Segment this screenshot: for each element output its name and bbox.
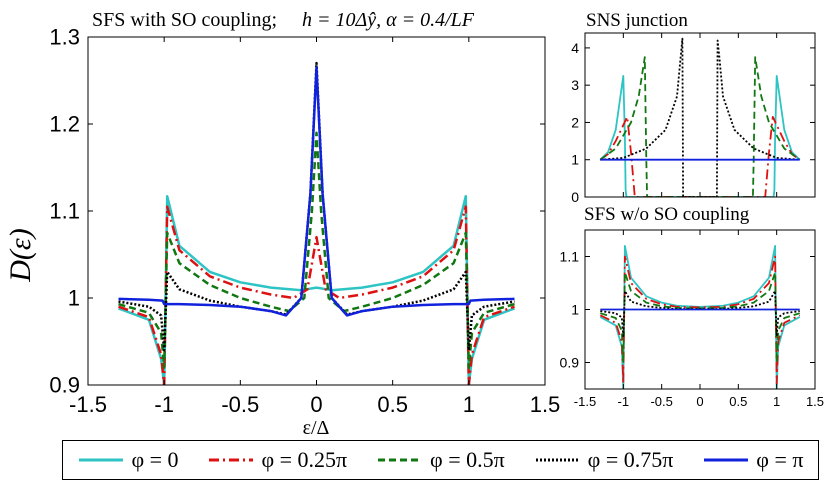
- series-line-2: [600, 271, 800, 364]
- legend-item-2: φ = 0.5π: [376, 447, 505, 473]
- ytick-label: 1.1: [560, 248, 580, 264]
- series-line-1: [599, 116, 801, 197]
- legend-swatch: [704, 458, 749, 462]
- ytick-label: 1.2: [49, 112, 80, 137]
- ytick-label: 0.9: [49, 373, 80, 398]
- xtick-label: -1.5: [69, 392, 107, 417]
- main-title-formula: h = 10Δŷ, α = 0.4/LF: [302, 9, 475, 31]
- series-group: [599, 37, 801, 197]
- xtick-label: 1: [773, 394, 780, 409]
- xtick-label: 1.5: [530, 392, 561, 417]
- legend-item-3: φ = 0.75π: [534, 447, 674, 473]
- legend-swatch: [535, 458, 580, 462]
- xtick-label: -1: [154, 392, 174, 417]
- legend-swatch: [378, 458, 423, 462]
- series-line-2: [599, 56, 801, 197]
- ytick-label: 1: [68, 286, 80, 311]
- xtick-label: -0.5: [221, 392, 259, 417]
- ytick-label: 1.3: [49, 25, 80, 50]
- xtick-label: 1: [463, 392, 475, 417]
- xtick-label: 0.5: [729, 394, 747, 409]
- series-line-3: [600, 37, 800, 197]
- series-group: [118, 61, 515, 385]
- main-title: SFS with SO coupling;: [92, 9, 277, 31]
- legend-item-4: φ = π: [702, 447, 803, 473]
- legend-label: φ = π: [756, 447, 804, 472]
- series-line-3: [600, 290, 800, 337]
- xtick-label: 0: [310, 392, 322, 417]
- legend: φ = 0 φ = 0.25π φ = 0.5π φ = 0.75π φ = π: [62, 440, 819, 480]
- plot-frame: [584, 32, 816, 198]
- legend-label: φ = 0: [131, 447, 179, 472]
- xtick-label: -0.5: [650, 394, 672, 409]
- series-line-2: [118, 131, 515, 369]
- xtick-label: 0: [696, 394, 703, 409]
- sns-panel: SNS junction 0 1 2 3 4: [571, 10, 816, 205]
- series-line-0: [599, 75, 801, 197]
- main-ylabel: D(ε): [4, 228, 37, 282]
- main-xlabel: ε/Δ: [303, 417, 330, 439]
- main-panel: SFS with SO coupling; h = 10Δŷ, α = 0.4/…: [4, 9, 560, 439]
- ytick-label: 3: [571, 77, 579, 93]
- legend-item-0: φ = 0: [77, 447, 179, 473]
- ytick-label: 1: [571, 301, 579, 317]
- sfs-noso-title: SFS w/o SO coupling: [584, 204, 750, 225]
- ytick-label: 4: [571, 40, 579, 56]
- series-line-3: [118, 61, 515, 352]
- legend-swatch: [79, 458, 124, 462]
- xtick-label: -1.5: [574, 394, 596, 409]
- ytick-label: 1.1: [49, 199, 80, 224]
- sns-title: SNS junction: [586, 10, 688, 31]
- ytick-label: 0: [571, 189, 579, 205]
- legend-label: φ = 0.75π: [587, 447, 674, 472]
- xtick-label: 1.5: [806, 394, 824, 409]
- legend-swatch: [209, 458, 254, 462]
- series-line-4: [118, 66, 515, 317]
- legend-label: φ = 0.25π: [261, 447, 348, 472]
- series-line-0: [599, 245, 801, 389]
- ytick-label: 1: [571, 152, 579, 168]
- ytick-label: 0.9: [560, 354, 580, 370]
- xtick-label: -1: [618, 394, 630, 409]
- legend-label: φ = 0.5π: [430, 447, 505, 472]
- series-line-1: [599, 255, 801, 385]
- series-line-0: [118, 194, 515, 385]
- series-line-1: [118, 205, 515, 385]
- xtick-label: 0.5: [377, 392, 408, 417]
- legend-item-1: φ = 0.25π: [207, 447, 347, 473]
- series-group: [599, 245, 801, 389]
- sfs-noso-panel: SFS w/o SO coupling 0.9 1 1.1 -1.5 -1 -0.5 0 0.…: [560, 204, 825, 409]
- ytick-label: 2: [571, 114, 579, 130]
